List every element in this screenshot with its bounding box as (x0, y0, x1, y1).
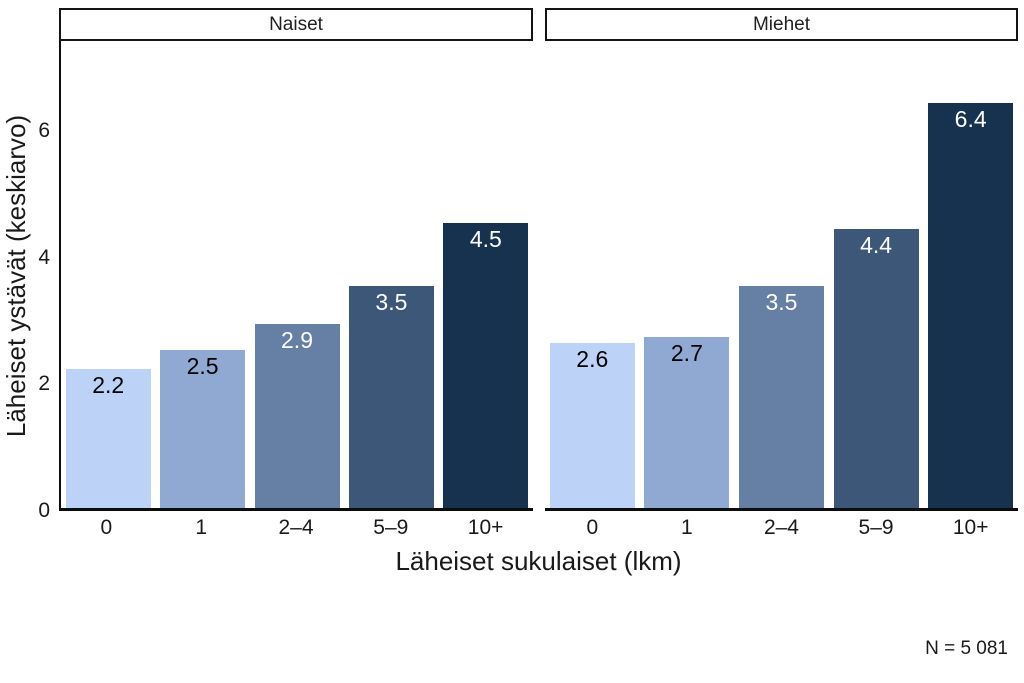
facet-panel-miehet: Miehet 2.6 2.7 3.5 4.4 6.4 0 1 2–4 5–9 10+ (545, 8, 1018, 539)
facet-panel-naiset: Naiset 2.2 2.5 2.9 3.5 4.5 0 1 2–4 5–9 10+ (59, 8, 533, 539)
plot-area: 2.2 2.5 2.9 3.5 4.5 (59, 41, 533, 511)
bar-slot: 6.4 (923, 41, 1018, 508)
bar-slot: 2.2 (61, 41, 155, 508)
x-axis-tick-labels: 0 1 2–4 5–9 10+ (59, 517, 533, 539)
bar-miehet-10+: 6.4 (928, 102, 1014, 508)
bar-miehet-5–9: 4.4 (833, 229, 919, 508)
bar-value-label: 3.5 (765, 289, 798, 316)
bar-naiset-2–4: 2.9 (254, 324, 340, 508)
bar-value-label: 3.5 (375, 289, 408, 316)
bar-value-label: 4.5 (469, 226, 502, 253)
bar-value-label: 2.7 (670, 340, 703, 367)
x-tick-label: 10+ (467, 516, 504, 539)
x-tick-label: 0 (100, 516, 113, 539)
plot-area: 2.6 2.7 3.5 4.4 6.4 (545, 41, 1018, 511)
x-tick-label: 2–4 (763, 516, 799, 539)
bar-naiset-10+: 4.5 (443, 223, 529, 508)
bar-miehet-1: 2.7 (644, 337, 730, 508)
facet-strip-label: Naiset (59, 8, 533, 41)
facet-strip-label: Miehet (545, 8, 1018, 41)
x-tick-label: 1 (195, 516, 208, 539)
bar-slot: 2.6 (545, 41, 640, 508)
x-tick-label: 2–4 (278, 516, 314, 539)
y-tick-label: 0 (38, 499, 50, 522)
y-tick-label: 6 (38, 119, 50, 142)
bar-naiset-0: 2.2 (65, 368, 151, 508)
y-axis-title: Läheiset ystävät (keskiarvo) (1, 114, 31, 438)
bar-naiset-5–9: 3.5 (348, 286, 434, 508)
bar-naiset-1: 2.5 (160, 349, 246, 508)
x-axis-tick-labels: 0 1 2–4 5–9 10+ (545, 517, 1018, 539)
bar-miehet-2–4: 3.5 (738, 286, 824, 508)
bar-value-label: 2.6 (576, 346, 609, 373)
bar-slot: 2.9 (250, 41, 344, 508)
x-tick-label: 1 (681, 516, 693, 539)
bar-slot: 4.4 (829, 41, 924, 508)
x-tick-label: 5–9 (373, 516, 409, 539)
bar-value-label: 4.4 (860, 232, 893, 259)
x-tick-label: 0 (586, 516, 599, 539)
sample-size-note: N = 5 081 (925, 638, 1008, 659)
y-tick-label: 4 (38, 245, 50, 269)
x-tick-label: 10+ (952, 516, 989, 539)
bar-value-label: 2.2 (92, 371, 125, 398)
y-tick-label: 2 (38, 372, 50, 396)
bar-value-label: 6.4 (954, 105, 987, 132)
bar-slot: 2.7 (640, 41, 735, 508)
bar-slot: 2.5 (155, 41, 249, 508)
bar-slot: 3.5 (344, 41, 438, 508)
bar-slot: 3.5 (734, 41, 829, 508)
bar-value-label: 2.9 (281, 327, 313, 354)
x-tick-label: 5–9 (858, 516, 894, 539)
bar-value-label: 2.5 (186, 352, 219, 379)
bar-miehet-0: 2.6 (549, 343, 635, 508)
bar-slot: 4.5 (439, 41, 533, 508)
x-axis-title: Läheiset sukulaiset (lkm) (395, 546, 682, 576)
